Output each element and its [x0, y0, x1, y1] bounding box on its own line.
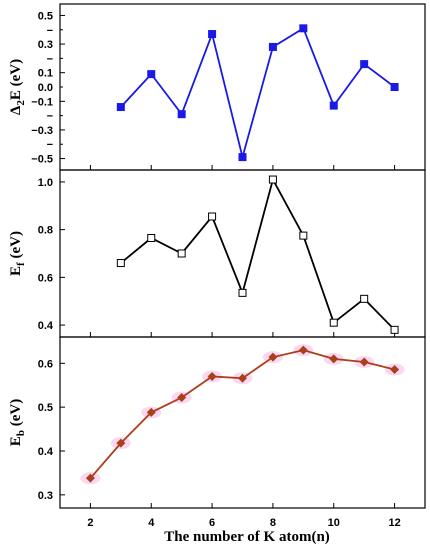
y-minor-tick-label: −: [47, 139, 53, 151]
y-axis-title: Eb (eV): [8, 399, 27, 446]
y-tick-label: 0.3: [38, 39, 53, 51]
y-tick-label: −0.1: [31, 96, 53, 108]
data-point: [147, 233, 156, 242]
data-point: [360, 294, 369, 303]
data-point: [268, 352, 278, 362]
series-line: [120, 177, 396, 331]
data-point: [116, 438, 126, 448]
x-tick-label: 4: [148, 517, 155, 529]
data-point: [116, 259, 125, 268]
y-tick-label: 0.5: [38, 10, 53, 22]
data-point: [299, 24, 308, 33]
data-point: [268, 42, 277, 51]
x-tick-label: 6: [209, 517, 215, 529]
panel-3: 0.3 0.4 0.5 0.6 2 4 6 8 10 12 Eb (eV): [8, 336, 426, 529]
data-point: [238, 288, 247, 297]
y-tick-label: 1.0: [38, 177, 53, 189]
data-point: [390, 364, 400, 374]
data-point: [359, 357, 369, 367]
series-line: [89, 349, 395, 479]
data-point: [208, 212, 217, 221]
y-minor-tick-label: −: [47, 25, 53, 37]
data-point: [298, 345, 308, 355]
x-tick-label: 12: [388, 517, 400, 529]
y-axis-title: Δ2E (eV): [8, 59, 27, 115]
y-tick-label: −0.3: [31, 125, 53, 137]
data-point: [85, 473, 95, 483]
y-tick-label: 0.5: [38, 402, 53, 414]
x-tick-label: 10: [328, 517, 340, 529]
data-point: [329, 318, 338, 327]
y-minor-tick-label: −: [47, 111, 53, 123]
y-tick-label: 0.8: [38, 225, 53, 237]
panel-1: −0.5 −0.3 −0.1 0.1 0.3 0.5 − − 0.0 − − Δ2E (eV): [8, 3, 426, 171]
data-point: [177, 393, 187, 403]
data-point: [360, 60, 369, 69]
plot-frame: [59, 3, 426, 171]
data-point: [177, 249, 186, 258]
data-point: [268, 175, 277, 184]
data-point: [329, 101, 338, 110]
plot-frame: [59, 336, 426, 509]
y-tick-label: 0.4: [38, 320, 54, 332]
y-minor-tick-label: 0.0: [38, 82, 53, 94]
data-point: [116, 103, 125, 112]
y-tick-label: 0.1: [38, 68, 53, 80]
panel-2: 0.4 0.6 0.8 1.0 Ef (eV): [8, 169, 426, 338]
data-point: [329, 354, 339, 364]
data-point: [207, 371, 217, 381]
y-tick-label: 0.3: [38, 490, 53, 502]
data-point: [208, 30, 217, 39]
x-tick-label: 2: [87, 517, 93, 529]
plot-frame: [59, 169, 426, 338]
data-point: [390, 325, 399, 334]
y-tick-label: 0.4: [38, 446, 54, 458]
series-line: [120, 27, 396, 161]
x-axis-title: The number of K atom(n): [164, 529, 330, 545]
y-tick-label: 0.6: [38, 272, 53, 284]
y-tick-label: 0.6: [38, 358, 53, 370]
data-point: [146, 407, 156, 417]
x-tick-label: 8: [270, 517, 276, 529]
data-point: [299, 231, 308, 240]
data-point: [238, 373, 247, 383]
data-point: [147, 70, 156, 79]
data-point: [177, 110, 186, 119]
data-point: [238, 153, 247, 162]
y-axis-title: Ef (eV): [8, 231, 27, 276]
y-minor-tick-label: −: [47, 53, 53, 65]
data-point: [390, 83, 399, 91]
y-tick-label: −0.5: [31, 154, 53, 166]
